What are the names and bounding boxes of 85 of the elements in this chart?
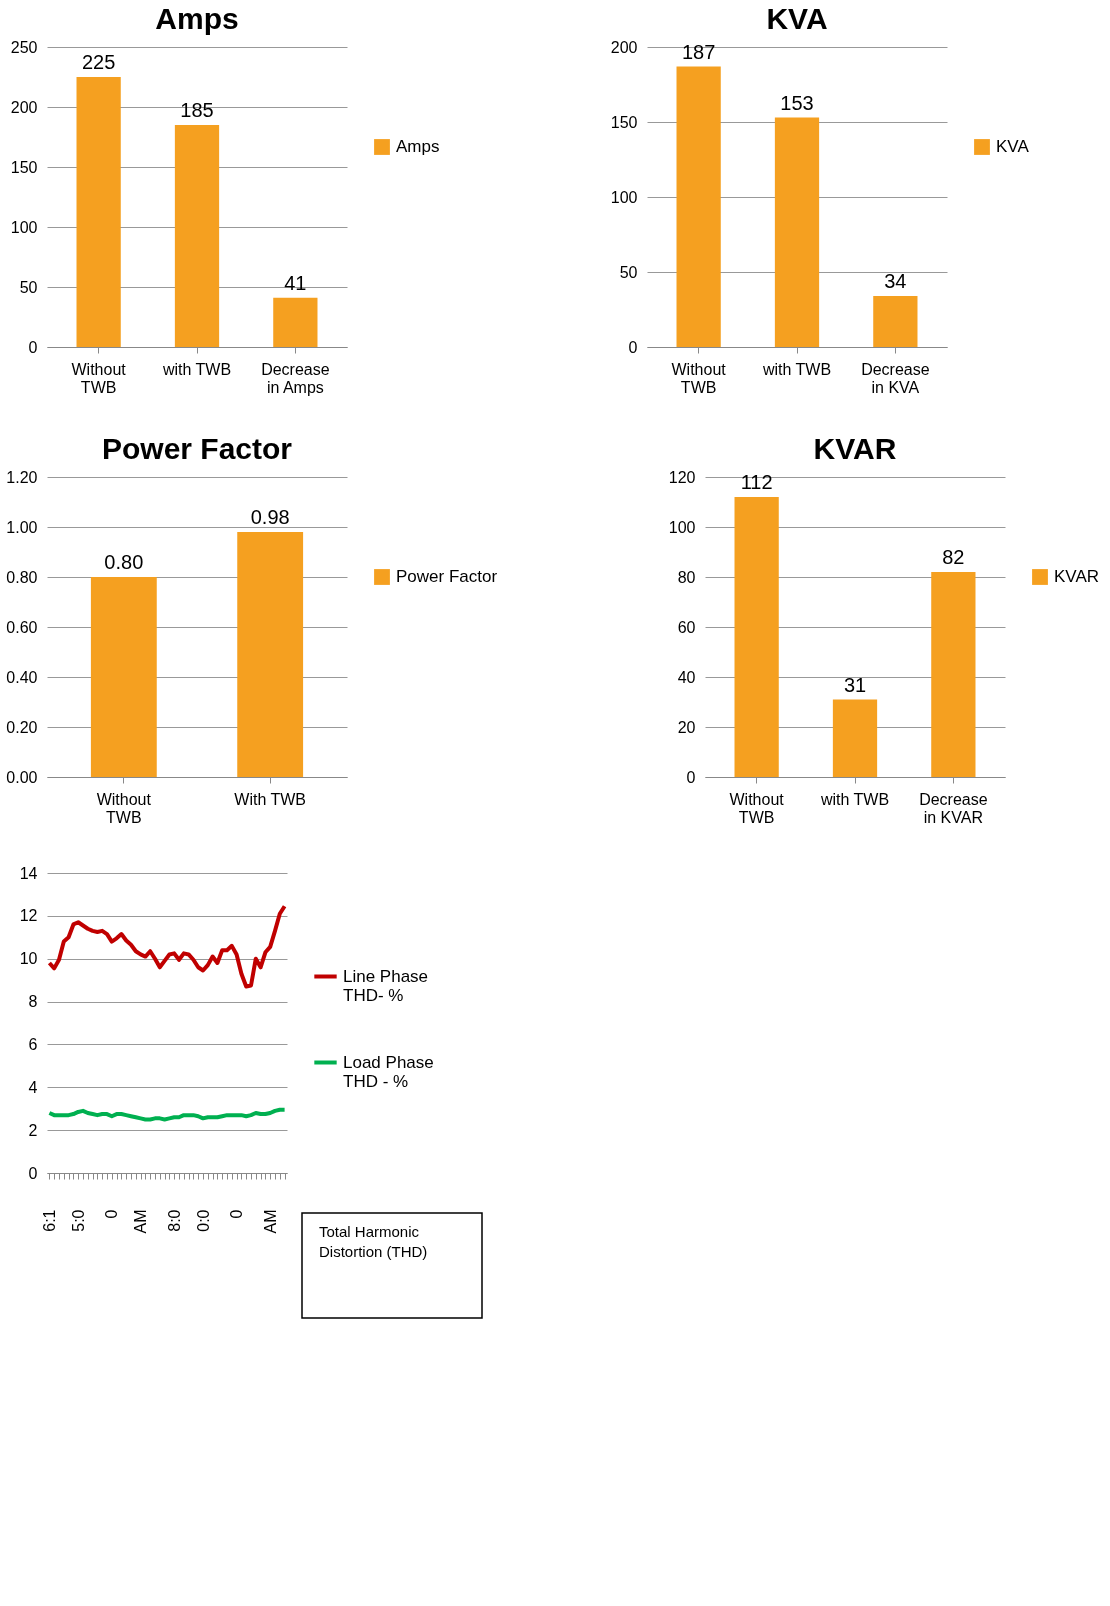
line-series bbox=[47, 904, 287, 989]
data-label: 153 bbox=[780, 91, 814, 114]
y-tick-label: 250 bbox=[10, 38, 38, 56]
y-tick-label: 0.80 bbox=[6, 568, 38, 586]
legend-label: Amps bbox=[396, 137, 440, 156]
bar bbox=[832, 699, 878, 777]
x-tick-label: Without TWB bbox=[729, 790, 785, 826]
data-label: 41 bbox=[284, 271, 307, 294]
data-label: 0.80 bbox=[104, 551, 144, 573]
text: Total Harmonic Distortion (THD) bbox=[319, 1223, 428, 1260]
y-tick-label: 10 bbox=[19, 950, 38, 968]
x-tick-label: AM bbox=[132, 1209, 150, 1234]
y-tick-label: 12 bbox=[19, 907, 38, 925]
y-tick-label: 200 bbox=[10, 98, 38, 116]
bar bbox=[873, 296, 918, 347]
x-tick-label: Without TWB bbox=[71, 360, 127, 396]
y-tick-label: 0.40 bbox=[6, 668, 38, 686]
bar bbox=[676, 66, 721, 347]
data-label: 112 bbox=[740, 471, 773, 493]
x-tick-label: AM bbox=[261, 1209, 279, 1234]
legend-label: Power Factor bbox=[396, 567, 498, 586]
x-tick-label: 5:0 bbox=[69, 1209, 87, 1232]
chart-title: KVA bbox=[766, 2, 828, 35]
chart-title: Amps bbox=[155, 2, 239, 35]
y-tick-label: 0.60 bbox=[6, 618, 38, 636]
y-tick-label: 100 bbox=[610, 188, 638, 206]
legend-label: KVA bbox=[996, 137, 1030, 156]
bar bbox=[76, 77, 121, 347]
x-tick-label: 0:0 bbox=[194, 1209, 212, 1232]
y-tick-label: 20 bbox=[677, 718, 696, 736]
y-tick-label: 1.00 bbox=[6, 518, 38, 536]
y-tick-label: 0 bbox=[686, 768, 696, 786]
x-tick-label: Without TWB bbox=[96, 790, 152, 826]
data-label: 34 bbox=[884, 270, 907, 292]
x-tick-label: 8:0 bbox=[165, 1209, 183, 1232]
chart-title: Power Factor bbox=[101, 432, 293, 465]
data-label: 225 bbox=[81, 51, 116, 73]
bar bbox=[931, 572, 976, 777]
x-tick-label: Without TWB bbox=[671, 360, 727, 396]
data-label: 82 bbox=[942, 546, 965, 568]
data-label: 187 bbox=[681, 40, 716, 63]
y-tick-label: 14 bbox=[19, 864, 38, 882]
bar bbox=[273, 297, 318, 347]
legend-label: KVAR bbox=[1054, 567, 1100, 586]
y-tick-label: 50 bbox=[619, 263, 638, 281]
x-tick-label: with TWB bbox=[819, 790, 890, 808]
x-tick-label: with TWB bbox=[761, 360, 832, 378]
x-tick-label: 0 bbox=[228, 1209, 246, 1219]
y-tick-label: 150 bbox=[610, 113, 638, 131]
y-tick-label: 0.00 bbox=[6, 768, 38, 786]
y-tick-label: 150 bbox=[10, 158, 38, 176]
y-tick-label: 100 bbox=[10, 218, 38, 236]
y-tick-label: 120 bbox=[668, 468, 696, 486]
y-tick-label: 0 bbox=[28, 1164, 38, 1182]
bar bbox=[734, 497, 779, 777]
x-tick-label: With TWB bbox=[234, 790, 307, 808]
y-tick-label: 6 bbox=[28, 1035, 38, 1053]
y-tick-label: 2 bbox=[28, 1121, 38, 1139]
y-tick-label: 8 bbox=[28, 993, 38, 1011]
bar bbox=[774, 117, 820, 347]
y-tick-label: 200 bbox=[610, 38, 638, 56]
x-tick-label: Decrease in KVAR bbox=[919, 790, 988, 826]
y-tick-label: 100 bbox=[668, 518, 696, 536]
x-tick-label: Decrease in Amps bbox=[261, 360, 330, 396]
y-tick-label: 50 bbox=[19, 278, 38, 296]
legend-label: Line Phase THD- % bbox=[343, 966, 429, 1005]
y-tick-label: 1.20 bbox=[6, 468, 38, 486]
legend-label: Load Phase THD - % bbox=[343, 1052, 434, 1091]
x-tick-label: Decrease in KVA bbox=[861, 360, 930, 396]
y-tick-label: 60 bbox=[677, 618, 696, 636]
x-tick-label: with TWB bbox=[161, 360, 232, 378]
line-series bbox=[47, 1107, 287, 1122]
chart-title: KVAR bbox=[813, 432, 897, 465]
y-tick-label: 0.20 bbox=[6, 718, 38, 736]
bar bbox=[174, 125, 220, 347]
y-tick-label: 0 bbox=[28, 338, 38, 356]
data-label: 0.98 bbox=[250, 506, 290, 528]
y-tick-label: 40 bbox=[677, 668, 696, 686]
y-tick-label: 4 bbox=[28, 1078, 38, 1096]
data-label: 31 bbox=[843, 673, 867, 696]
y-tick-label: 80 bbox=[677, 568, 696, 586]
y-tick-label: 0 bbox=[628, 338, 638, 356]
x-tick-label: 6:1 bbox=[40, 1209, 58, 1232]
data-label: 185 bbox=[180, 99, 214, 121]
x-tick-label: 0 bbox=[103, 1209, 121, 1219]
